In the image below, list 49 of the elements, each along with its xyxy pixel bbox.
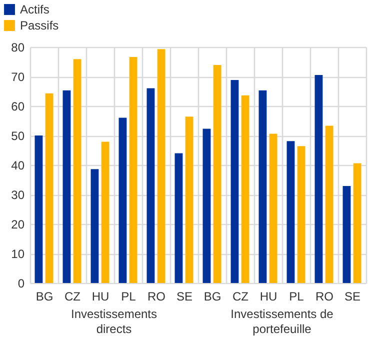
bar xyxy=(342,186,351,283)
bar xyxy=(213,64,222,283)
bar xyxy=(297,146,306,283)
bar xyxy=(146,88,155,283)
x-tick-label: PL xyxy=(121,290,136,304)
y-tick-label: 10 xyxy=(11,247,25,261)
y-tick-label: 20 xyxy=(11,218,25,232)
bar xyxy=(185,116,194,283)
x-tick-label: SE xyxy=(176,290,193,304)
bar xyxy=(34,136,43,283)
bar xyxy=(258,90,267,283)
x-tick-label: CZ xyxy=(232,290,248,304)
bar xyxy=(118,118,127,283)
bar xyxy=(129,57,138,283)
bar xyxy=(230,80,239,283)
bar xyxy=(314,75,323,283)
text: Investissements directs xyxy=(70,307,158,336)
y-tick-label: 0 xyxy=(18,276,25,290)
x-tick-label: BG xyxy=(36,290,54,304)
x-tick-label: CZ xyxy=(64,290,80,304)
bar xyxy=(90,169,99,283)
x-tick-label: HU xyxy=(260,290,278,304)
y-tick-label: 50 xyxy=(11,129,25,143)
bar xyxy=(286,141,295,283)
bar xyxy=(202,128,211,283)
x-tick-label: HU xyxy=(92,290,110,304)
bar xyxy=(73,59,82,283)
bar xyxy=(157,49,166,283)
x-tick-label: BG xyxy=(204,290,222,304)
x-tick-label: SE xyxy=(344,290,361,304)
bar xyxy=(325,126,334,283)
bar xyxy=(241,95,250,283)
x-tick-label: PL xyxy=(289,290,304,304)
bar xyxy=(353,163,362,283)
bar xyxy=(62,90,71,283)
y-tick-label: 40 xyxy=(11,158,25,172)
text: Investissements de portefeuille xyxy=(230,307,334,336)
bar xyxy=(101,142,110,283)
bar xyxy=(269,134,278,283)
y-tick-label: 80 xyxy=(11,40,25,54)
y-tick-label: 30 xyxy=(11,188,25,202)
legend-label: Actifs xyxy=(20,2,50,16)
x-tick-label: RO xyxy=(148,290,166,304)
bar xyxy=(174,153,183,283)
bar xyxy=(45,93,54,283)
x-tick-label: RO xyxy=(316,290,334,304)
y-tick-label: 70 xyxy=(11,70,25,84)
legend-label: Passifs xyxy=(20,18,59,32)
y-tick-label: 60 xyxy=(11,100,25,114)
